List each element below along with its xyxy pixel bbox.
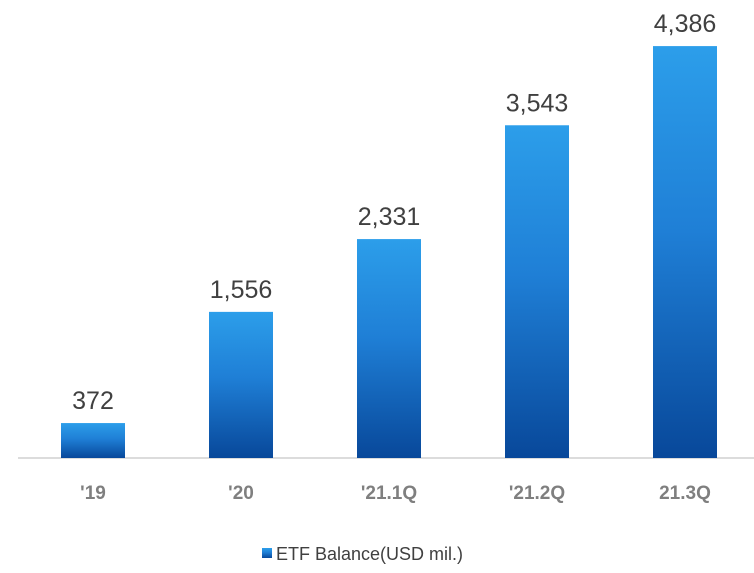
x-tick-label: '20 — [228, 483, 254, 504]
value-label: 372 — [72, 387, 114, 415]
bar — [653, 46, 717, 459]
x-tick-label: '21.1Q — [361, 483, 417, 504]
bar — [505, 125, 569, 459]
x-tick-label: 21.3Q — [659, 483, 711, 504]
value-label: 4,386 — [654, 10, 717, 38]
value-label: 3,543 — [506, 89, 569, 117]
bar — [61, 423, 125, 458]
x-tick-label: '19 — [80, 483, 106, 504]
legend-swatch — [262, 548, 272, 558]
legend-label: ETF Balance(USD mil.) — [276, 544, 463, 564]
bar — [357, 239, 421, 458]
value-label: 1,556 — [210, 276, 273, 304]
x-tick-label: '21.2Q — [509, 483, 565, 504]
bar — [209, 311, 273, 458]
value-label: 2,331 — [358, 203, 421, 231]
